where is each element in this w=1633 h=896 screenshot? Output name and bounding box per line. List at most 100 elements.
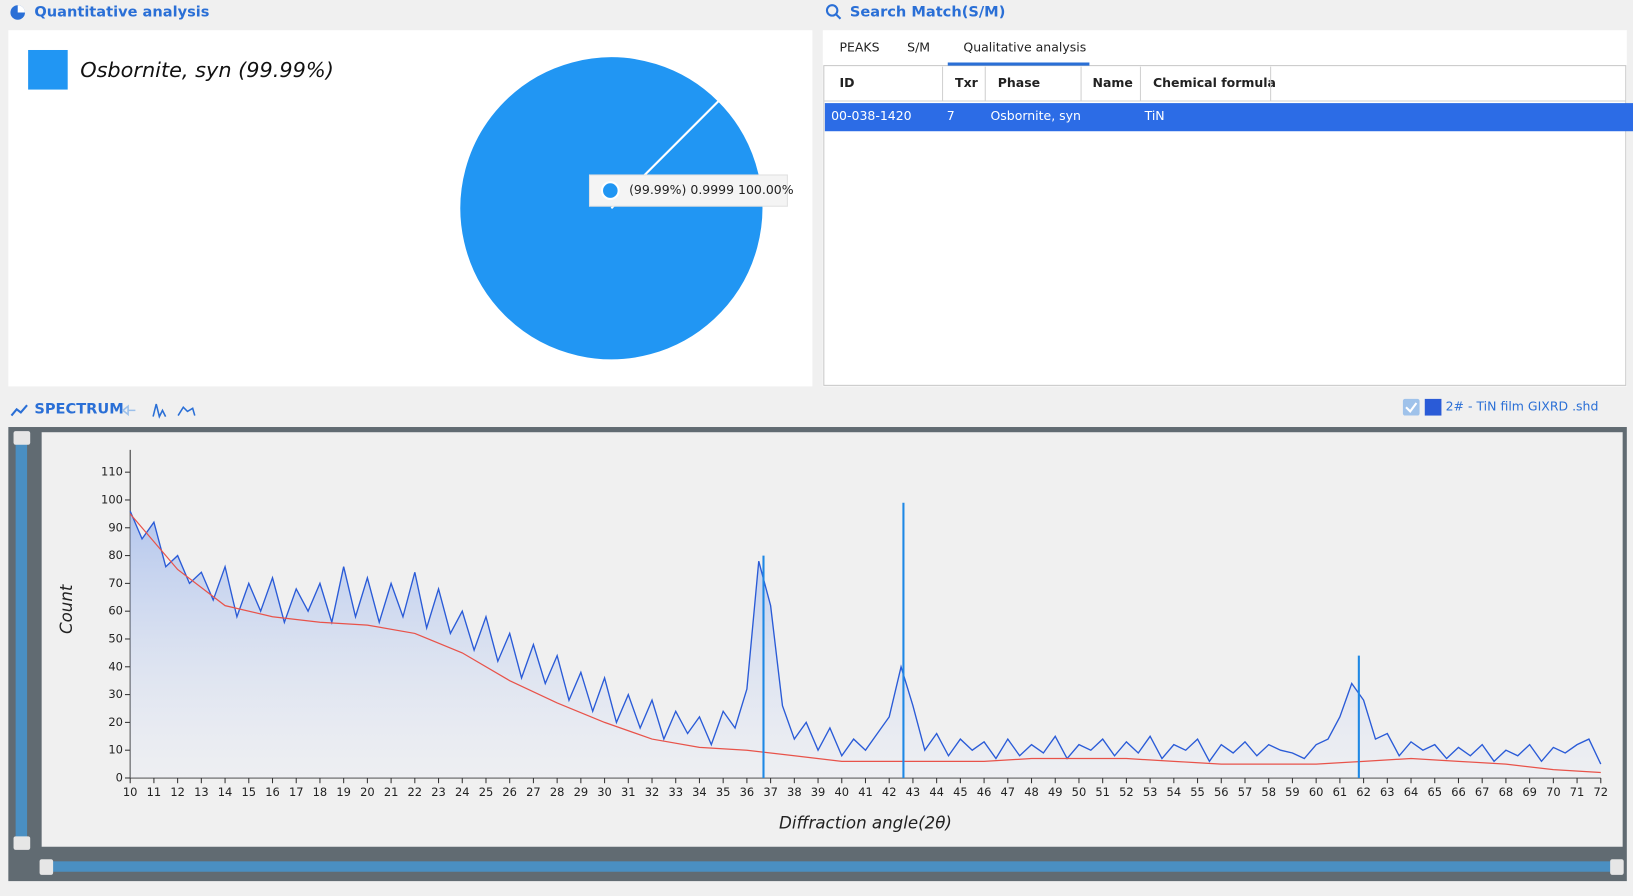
x-tick-label: 60 [1309, 785, 1324, 799]
x-tick-label: 46 [977, 785, 992, 799]
y-tick-label: 30 [108, 687, 123, 701]
x-tick-label: 53 [1143, 785, 1158, 799]
x-tick-label: 48 [1024, 785, 1039, 799]
x-tick-label: 38 [787, 785, 802, 799]
x-tick-label: 14 [218, 785, 233, 799]
y-tick-label: 100 [101, 492, 123, 506]
slider-thumb[interactable] [13, 431, 31, 445]
x-tick-label: 23 [431, 785, 446, 799]
tab[interactable]: PEAKS [839, 39, 879, 54]
h-slider[interactable] [45, 861, 1621, 872]
slider-thumb[interactable] [1610, 859, 1624, 875]
check-mark [1405, 402, 1418, 413]
x-tick-label: 47 [1001, 785, 1016, 799]
y-tick-label: 10 [108, 743, 123, 757]
x-tick-label: 54 [1167, 785, 1182, 799]
tooltip [588, 174, 788, 207]
x-tick-label: 55 [1190, 785, 1205, 799]
x-tick-label: 22 [408, 785, 423, 799]
legend-swatch [28, 49, 68, 90]
cell: Osbornite, syn [990, 108, 1081, 123]
x-tick-label: 27 [526, 785, 541, 799]
tab[interactable]: S/M [907, 39, 930, 54]
panel-title: Quantitative analysis [34, 3, 209, 20]
x-tick-label: 59 [1285, 785, 1300, 799]
checkbox[interactable] [1402, 398, 1420, 416]
x-tick-label: 12 [170, 785, 185, 799]
undo-icon[interactable] [121, 404, 136, 417]
x-tick-label: 70 [1546, 785, 1561, 799]
search-icon [825, 4, 839, 17]
cell: TiN [1144, 108, 1165, 123]
x-tick-label: 25 [479, 785, 494, 799]
x-tick-label: 13 [194, 785, 209, 799]
panel-title: Search Match(S/M) [850, 3, 1006, 20]
x-tick-label: 42 [882, 785, 897, 799]
legend-swatch [1424, 398, 1442, 416]
x-tick-label: 62 [1356, 785, 1371, 799]
x-tick-label: 65 [1427, 785, 1442, 799]
search-icon-handle [835, 13, 842, 20]
x-tick-label: 66 [1451, 785, 1466, 799]
x-tick-label: 10 [123, 785, 138, 799]
legend-label[interactable]: 2# - TiN film GIXRD .shd [1446, 399, 1599, 414]
x-tick-label: 40 [834, 785, 849, 799]
x-tick-label: 37 [763, 785, 778, 799]
spectrum-line [129, 510, 1602, 765]
x-axis-label: Diffraction angle(2θ) [779, 813, 952, 832]
x-tick-label: 72 [1594, 785, 1609, 799]
v-slider[interactable] [15, 435, 28, 846]
tooltip-dot [600, 181, 620, 200]
x-tick-label: 29 [574, 785, 589, 799]
peak-icon[interactable] [152, 403, 167, 419]
x-tick-label: 35 [716, 785, 731, 799]
x-tick-label: 68 [1499, 785, 1514, 799]
x-tick-label: 63 [1380, 785, 1395, 799]
pie-slice [458, 55, 765, 362]
selected-row[interactable] [824, 103, 1633, 132]
x-tick-label: 21 [384, 785, 399, 799]
column-header[interactable]: ID [839, 75, 854, 90]
x-tick-label: 56 [1214, 785, 1229, 799]
x-tick-label: 31 [621, 785, 636, 799]
x-tick-label: 69 [1522, 785, 1537, 799]
column-header[interactable]: Name [1093, 75, 1133, 90]
background-line [129, 513, 1601, 774]
tooltip-text: (99.99%) 0.9999 100.00% [629, 182, 794, 197]
x-tick-label: 18 [313, 785, 328, 799]
x-tick-label: 16 [265, 785, 280, 799]
x-tick-label: 49 [1048, 785, 1063, 799]
column-header[interactable]: Phase [998, 75, 1040, 90]
x-tick-label: 32 [645, 785, 660, 799]
x-tick-label: 39 [811, 785, 826, 799]
x-tick-label: 71 [1570, 785, 1585, 799]
x-tick-label: 33 [668, 785, 683, 799]
spectrum-area [130, 511, 1601, 779]
x-tick-label: 26 [502, 785, 517, 799]
tab-underline [947, 62, 1090, 66]
slider-thumb[interactable] [13, 836, 31, 850]
x-tick-label: 41 [858, 785, 873, 799]
y-tick-label: 20 [108, 715, 123, 729]
x-tick-label: 50 [1072, 785, 1087, 799]
smooth-icon[interactable] [177, 405, 196, 416]
y-tick-label: 50 [108, 631, 123, 645]
x-tick-label: 44 [929, 785, 944, 799]
column-header[interactable]: Txr [955, 75, 979, 90]
x-tick-label: 61 [1333, 785, 1348, 799]
y-tick-label: 80 [108, 548, 123, 562]
x-tick-label: 36 [740, 785, 755, 799]
y-tick-label: 0 [116, 771, 123, 785]
slider-thumb[interactable] [39, 859, 54, 875]
x-tick-label: 17 [289, 785, 304, 799]
x-tick-label: 45 [953, 785, 968, 799]
tab[interactable]: Qualitative analysis [963, 39, 1086, 54]
x-tick-label: 43 [906, 785, 921, 799]
y-tick-label: 90 [108, 520, 123, 534]
cell: 00-038-1420 [831, 108, 912, 123]
spectrum-icon [10, 404, 28, 417]
panel-title: SPECTRUM [34, 400, 123, 417]
column-header[interactable]: Chemical formula [1153, 75, 1276, 90]
